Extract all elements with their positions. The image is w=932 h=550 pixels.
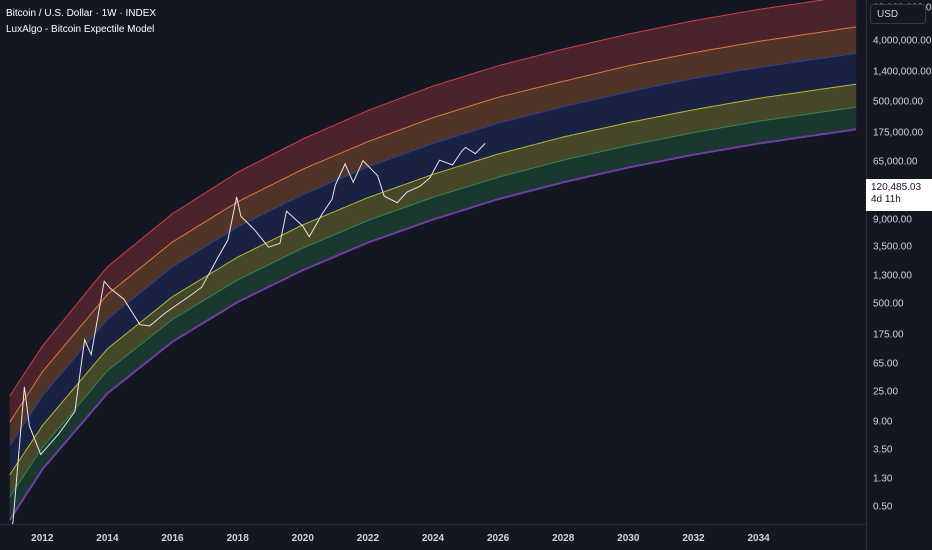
y-tick-label: 1,400,000.00 [873, 66, 932, 77]
x-tick-label: 2020 [291, 533, 314, 544]
x-tick-label: 2012 [31, 533, 54, 544]
y-tick-label: 9,000.00 [873, 214, 912, 225]
band-fill-1 [9, 0, 857, 423]
y-tick-label: 1.30 [873, 473, 893, 485]
price-series-line [11, 143, 486, 524]
y-tick-label: 3.50 [873, 444, 893, 456]
y-tick-label: 500,000.00 [873, 96, 924, 108]
x-tick-label: 2022 [356, 533, 380, 544]
band-line-2 [9, 26, 857, 423]
y-tick-label: 500.00 [873, 298, 904, 310]
y-tick-label: 65,000.00 [873, 156, 918, 167]
chart-svg [8, 0, 857, 524]
indicator-label[interactable]: LuxAlgo - Bitcoin Expectile Model [6, 24, 155, 35]
last-price-value: 120,485.03 [871, 182, 922, 193]
y-tick-label: 9.00 [873, 416, 893, 428]
x-tick-label: 2032 [682, 533, 705, 544]
chart-title: Bitcoin / U.S. Dollar · 1W · INDEX [6, 8, 157, 19]
y-tick-label: 0.50 [873, 501, 893, 513]
band-line-4 [9, 83, 857, 476]
x-tick-label: 2018 [226, 533, 249, 544]
x-tick-label: 2030 [617, 533, 640, 544]
chart-plot-area[interactable]: Bitcoin / U.S. Dollar · 1W · INDEX LuxAl… [0, 0, 866, 524]
y-tick-label: 25.00 [873, 386, 899, 398]
x-tick-label: 2034 [747, 533, 770, 544]
currency-button[interactable]: USD [870, 4, 926, 24]
y-tick-label: 4,000,000.00 [873, 35, 932, 47]
band-line-3 [9, 52, 857, 447]
y-tick-label: 65.00 [873, 358, 899, 370]
band-line-5 [9, 106, 857, 498]
x-tick-label: 2024 [421, 533, 445, 544]
y-tick-label: 1,300.00 [873, 270, 912, 282]
y-tick-label: 175,000.00 [873, 127, 924, 138]
band-line-1 [9, 0, 826, 397]
x-tick-label: 2014 [96, 533, 119, 544]
x-tick-label: 2026 [486, 533, 510, 544]
band-fill-3 [9, 53, 857, 475]
band-line-6 [8, 128, 857, 521]
x-tick-label: 2028 [552, 533, 575, 544]
bar-countdown: 4d 11h [871, 194, 901, 205]
time-axis[interactable]: 2012 2014 2016 2018 2020 2022 2024 2026 2028 2030… [0, 524, 866, 550]
last-price-label: 120,485.03 4d 11h [866, 179, 932, 211]
y-tick-label: 3,500.00 [873, 241, 912, 253]
price-axis[interactable]: 12,000,000.004,000,000.001,400,000.00500… [866, 0, 932, 550]
y-tick-label: 175.00 [873, 329, 904, 341]
x-tick-label: 2016 [161, 533, 184, 544]
